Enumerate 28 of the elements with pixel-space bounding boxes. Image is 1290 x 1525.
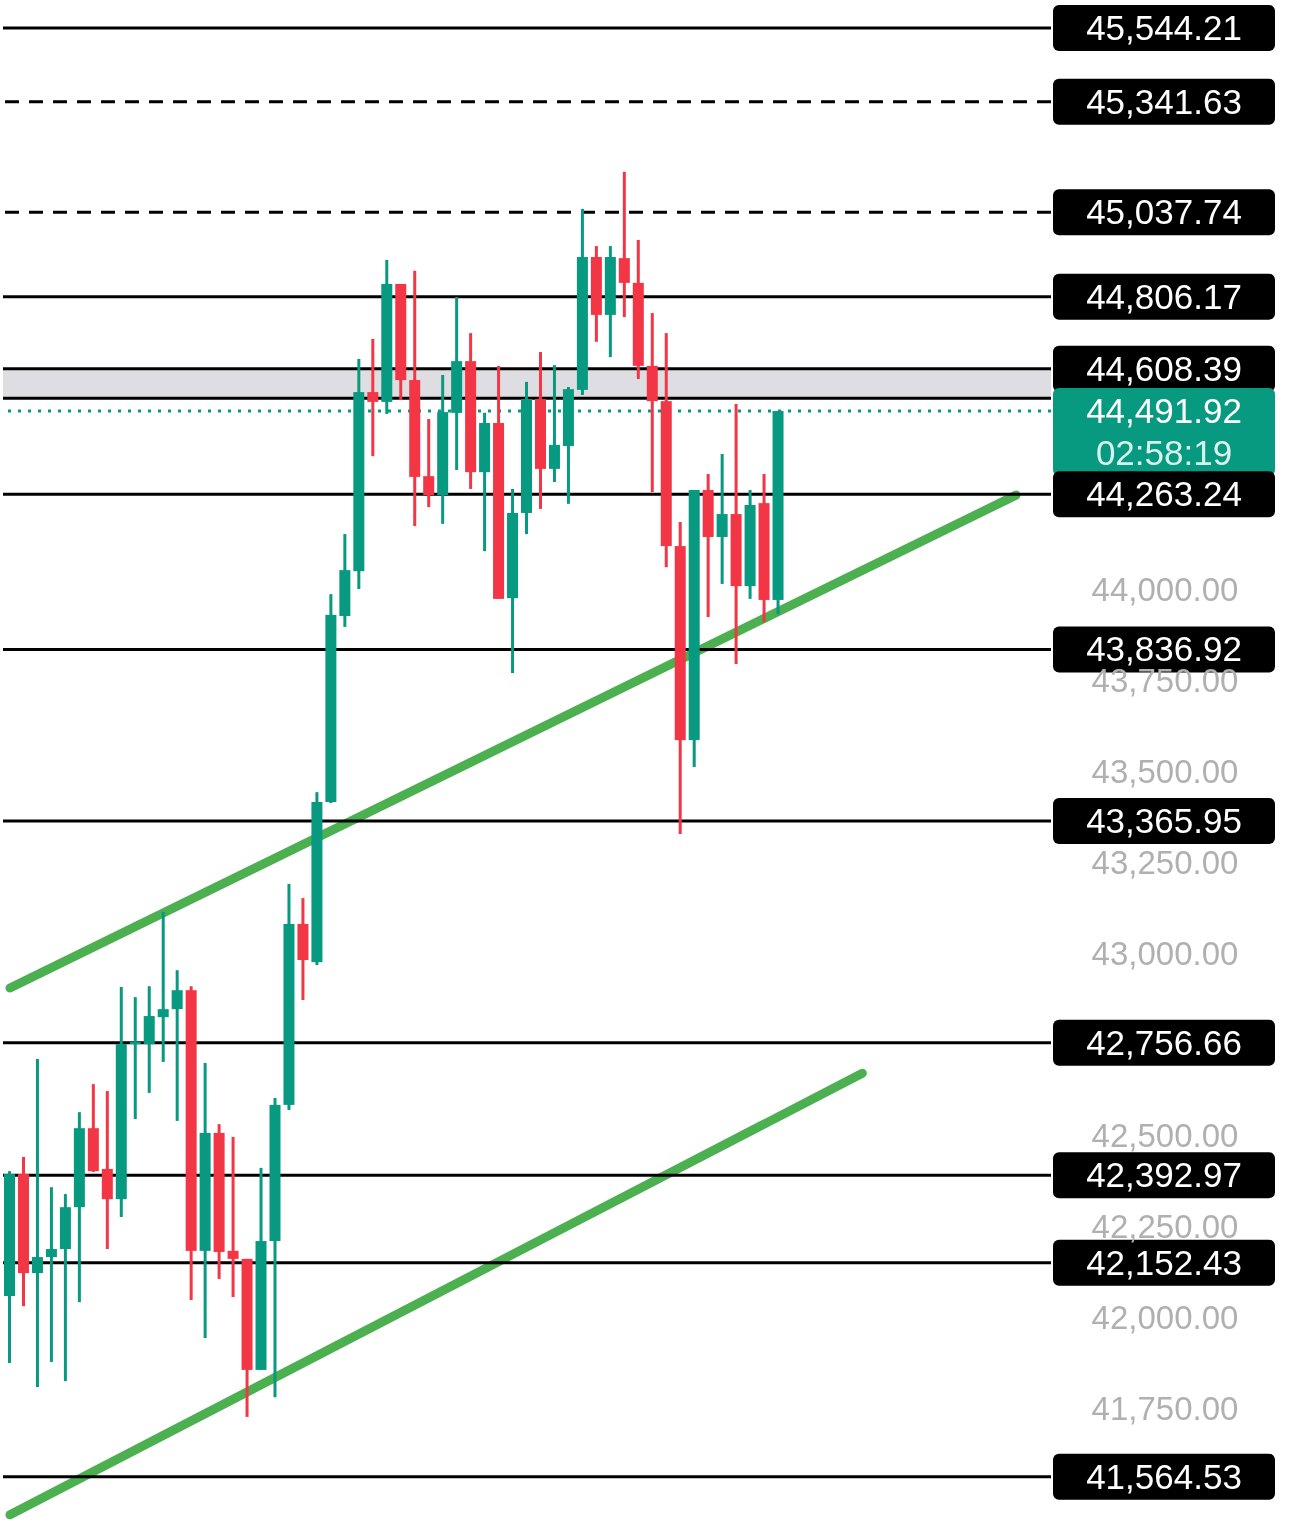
ref-line-label: 45,544.21 — [1086, 7, 1242, 47]
candlestick — [45, 1187, 57, 1362]
candlestick — [31, 1059, 43, 1388]
candlestick — [227, 1135, 239, 1299]
y-tick-label: 42,500.00 — [1091, 1117, 1239, 1155]
ref-line-label: 42,756.66 — [1086, 1022, 1242, 1062]
ref-line-label: 43,365.95 — [1086, 800, 1242, 840]
ref-line-label: 43,836.92 — [1086, 629, 1242, 669]
candlestick — [423, 419, 435, 509]
y-tick-label: 43,000.00 — [1091, 935, 1239, 973]
candlestick — [129, 997, 141, 1121]
ref-line-label: 44,806.17 — [1086, 276, 1242, 316]
y-tick-label: 44,000.00 — [1091, 571, 1239, 609]
ref-line-label: 44,263.24 — [1086, 474, 1242, 514]
candlestick — [157, 911, 169, 1062]
ref-line-label: 44,608.39 — [1086, 348, 1242, 388]
ref-line-label: 41,564.53 — [1086, 1456, 1242, 1496]
ref-line-label: 45,037.74 — [1086, 192, 1242, 232]
y-tick-label: 42,000.00 — [1091, 1299, 1239, 1337]
ref-line-label: 45,341.63 — [1086, 81, 1242, 121]
ref-line-label: 42,392.97 — [1086, 1155, 1242, 1195]
y-tick-label: 43,250.00 — [1091, 844, 1239, 882]
candlestick — [171, 970, 183, 1121]
candlestick — [367, 337, 379, 458]
y-tick-label: 43,500.00 — [1091, 753, 1239, 791]
ref-line-label: 44,491.92 02:58:19 — [1086, 391, 1242, 473]
candlestick — [716, 453, 728, 584]
y-tick-label: 41,750.00 — [1091, 1390, 1239, 1428]
